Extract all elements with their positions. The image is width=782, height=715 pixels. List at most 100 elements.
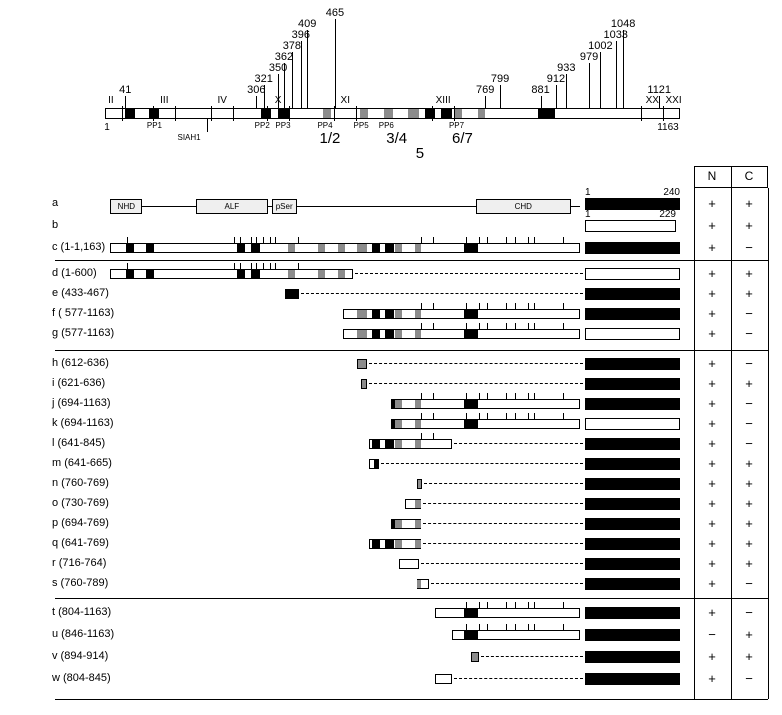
c-value: + — [745, 627, 753, 642]
construct-feature-black — [251, 270, 261, 278]
construct-feature-gray — [394, 400, 402, 408]
construct-feature-gray — [394, 540, 402, 548]
phospho-site-label: 465 — [325, 7, 345, 19]
c-value: − — [745, 576, 753, 591]
c-value: − — [745, 240, 753, 255]
construct-phospho-tick — [478, 303, 480, 309]
construct-feature-gray — [338, 244, 346, 252]
phospho-site-label: 1002 — [588, 40, 613, 52]
row-label: h (612-636) — [52, 357, 109, 369]
construct-feature-gray — [394, 330, 402, 338]
pp-site-label: PP3 — [275, 121, 291, 130]
construct-phospho-tick — [533, 393, 535, 399]
phospho-site-line — [566, 74, 568, 108]
construct-feature-gray — [415, 520, 421, 528]
reporter-box — [585, 651, 680, 663]
construct-feature-black — [384, 310, 394, 318]
c-value: + — [745, 376, 753, 391]
ruler-feature-black — [260, 109, 271, 118]
domain-box-chd: CHD — [475, 199, 571, 214]
construct-bar — [110, 243, 581, 253]
c-value: − — [745, 416, 753, 431]
construct-feature-gray — [357, 330, 368, 338]
row-label: a — [52, 197, 59, 209]
construct-bar — [110, 269, 353, 279]
construct-phospho-tick — [533, 624, 535, 630]
reporter-box — [585, 578, 680, 590]
construct-phospho-tick — [533, 413, 535, 419]
construct-phospho-tick — [420, 323, 422, 329]
construct-feature-gray — [394, 440, 402, 448]
construct-phospho-tick — [256, 237, 258, 243]
construct-phospho-tick — [533, 237, 535, 243]
c-value: − — [745, 436, 753, 451]
pp-site-label: PP4 — [317, 121, 333, 130]
c-value: + — [745, 516, 753, 531]
exon-boundary-tick — [432, 106, 434, 121]
exon-numeral-label: XI — [340, 95, 350, 106]
reporter-box — [585, 558, 680, 570]
construct-phospho-tick — [515, 602, 516, 608]
construct-feature-gray — [394, 520, 402, 528]
row-label: s (760-789) — [52, 577, 109, 589]
exon-boundary-tick — [454, 106, 456, 121]
domain-box-nhd: NHD — [110, 199, 143, 214]
construct-phospho-tick — [466, 602, 468, 608]
construct-phospho-tick — [432, 237, 434, 243]
nc-header-divider — [731, 166, 732, 188]
construct-bar — [361, 379, 368, 389]
n-value: + — [708, 649, 716, 664]
construct-bar — [343, 309, 581, 319]
reporter-box — [585, 198, 680, 210]
row-label: d (1-600) — [52, 267, 97, 279]
ruler-feature-black — [278, 109, 289, 118]
ruler-feature-gray — [322, 109, 332, 118]
construct-feature-black — [384, 330, 394, 338]
reporter-box — [585, 538, 680, 550]
n-value: + — [708, 576, 716, 591]
dashed-connector — [481, 656, 583, 657]
construct-phospho-tick — [420, 433, 422, 439]
construct-phospho-tick — [478, 602, 480, 608]
construct-phospho-tick — [527, 393, 529, 399]
construct-feature-gray — [287, 270, 296, 278]
construct-phospho-tick — [505, 393, 507, 399]
construct-phospho-tick — [505, 602, 507, 608]
reporter-box — [585, 458, 680, 470]
construct-phospho-tick — [432, 433, 434, 439]
construct-phospho-tick — [487, 602, 489, 608]
c-value: + — [745, 536, 753, 551]
phospho-site-label: 409 — [298, 18, 317, 30]
construct-phospho-tick — [515, 413, 516, 419]
phospho-site-line — [307, 30, 309, 108]
phospho-site-label: 1048 — [610, 18, 636, 30]
dashed-connector — [422, 503, 583, 504]
c-column-header: C — [744, 169, 754, 183]
row-label: o (730-769) — [52, 497, 109, 509]
construct-bar — [399, 559, 419, 569]
phospho-site-label: 1121 — [647, 84, 672, 96]
ruler-start-residue: 1 — [104, 122, 110, 133]
reporter-box — [585, 478, 680, 490]
phospho-site-line — [540, 96, 542, 108]
exon-numeral-label: II — [108, 95, 114, 106]
reporter-start-label: 1 — [585, 187, 591, 198]
construct-phospho-tick — [466, 393, 468, 399]
construct-feature-black — [384, 440, 394, 448]
phospho-site-label: 799 — [490, 73, 510, 85]
exon-group-label: 6/7 — [452, 130, 473, 147]
construct-phospho-tick — [239, 263, 241, 269]
construct-feature-black — [371, 440, 380, 448]
exon-group-label: 3/4 — [386, 130, 408, 147]
construct-feature-gray — [394, 310, 402, 318]
construct-phospho-tick — [487, 323, 489, 329]
phospho-site-label: 41 — [119, 84, 132, 96]
group-separator-line — [55, 598, 768, 599]
construct-feature-black — [463, 609, 478, 617]
n-value: + — [708, 266, 716, 281]
reporter-end-label: 240 — [663, 187, 680, 198]
construct-feature-black — [463, 330, 478, 338]
construct-phospho-tick — [505, 303, 507, 309]
construct-phospho-tick — [478, 237, 480, 243]
